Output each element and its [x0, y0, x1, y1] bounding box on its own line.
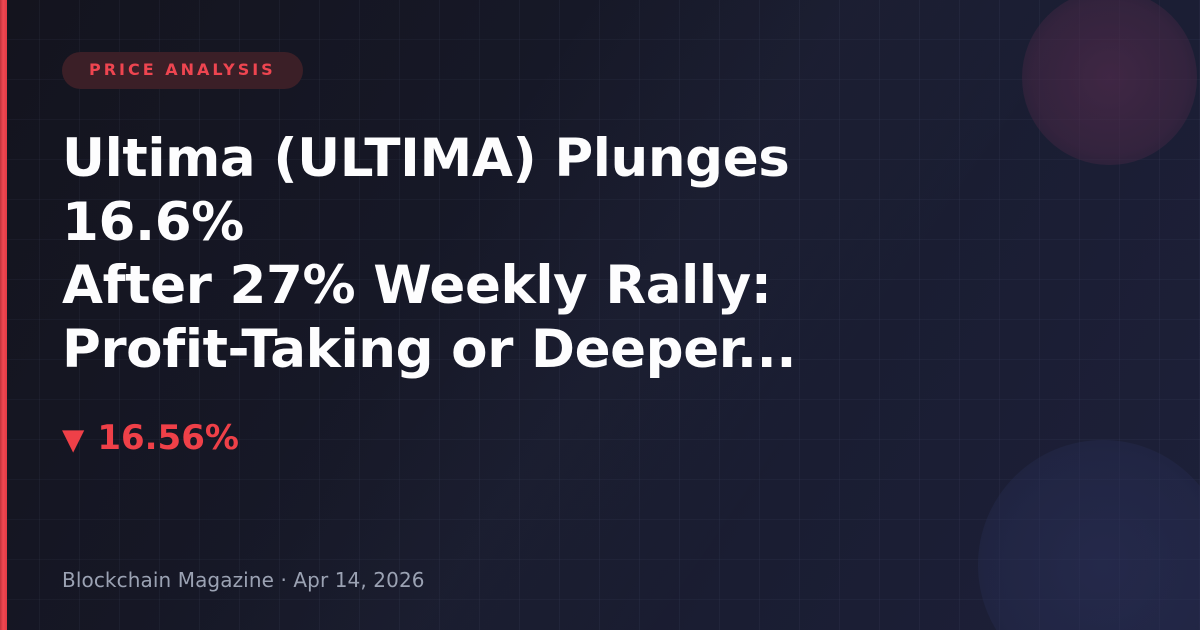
price-change-value: 16.56%: [97, 418, 239, 459]
content-spacer: [62, 455, 1140, 570]
page-title: Ultima (ULTIMA) Plunges 16.6% After 27% …: [62, 128, 797, 380]
category-badge: PRICE ANALYSIS: [62, 52, 303, 89]
triangle-down-icon: ▼: [62, 421, 85, 456]
price-change-indicator: ▼ 16.56%: [62, 421, 1140, 455]
left-accent-bar: [0, 0, 7, 630]
footer-attribution: Blockchain Magazine · Apr 14, 2026: [62, 568, 425, 592]
